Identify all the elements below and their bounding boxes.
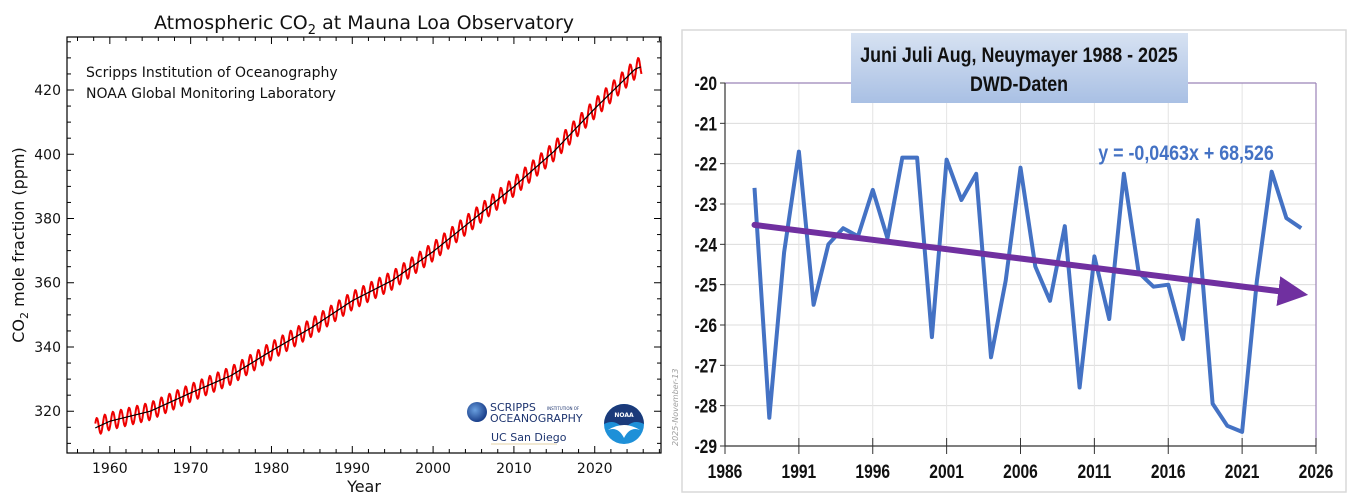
temp-gridlines: [725, 83, 1316, 446]
noaa-logo-text: NOAA: [614, 412, 634, 419]
y-tick-label: -25: [694, 274, 717, 296]
x-tick-label: 2006: [1003, 461, 1038, 483]
svg-text:SCRIPPS: SCRIPPS: [490, 401, 536, 414]
title-box: [851, 33, 1188, 103]
x-tick-label: 1986: [708, 461, 743, 483]
x-tick-label: 2001: [929, 461, 964, 483]
co2-chart-title: Atmospheric CO2 at Mauna Loa Observatory: [154, 12, 574, 38]
y-tick-label: -29: [694, 436, 717, 458]
svg-text:INSTITUTION OF: INSTITUTION OF: [547, 406, 580, 411]
y-tick-label: 420: [34, 83, 61, 99]
y-tick-label: 400: [34, 147, 61, 163]
y-tick-label: -23: [694, 194, 717, 216]
x-tick-label: 2026: [1299, 461, 1334, 483]
svg-text:UC San Diego: UC San Diego: [491, 431, 567, 444]
date-stamp: 2025-November-13: [671, 369, 680, 447]
y-tick-label: 360: [34, 276, 61, 292]
co2-tick-labels: 1960 1970 1980 1990 2000 2010 2020 320 340 360 380…: [34, 83, 612, 477]
x-tick-label: 2016: [1151, 461, 1186, 483]
x-tick-label: 2011: [1077, 461, 1111, 483]
co2-plot-frame: [66, 36, 662, 454]
temperature-chart: -20 -21 -22 -23 -24 -25 -26 -27 -28 -29 1986 1991 19…: [681, 29, 1347, 493]
co2-x-axis-label: Year: [346, 477, 381, 496]
temp-axis-ticks: [720, 82, 1317, 454]
co2-y-axis-label: CO2 mole fraction (ppm): [9, 147, 31, 343]
trend-equation: y = -0,0463x + 68,526: [1098, 142, 1274, 166]
x-tick-label: 1960: [92, 461, 128, 477]
x-tick-label: 2010: [496, 461, 532, 477]
temp-chart-subtitle: DWD-Daten: [970, 73, 1068, 97]
x-tick-label: 1996: [855, 461, 890, 483]
y-tick-label: -28: [694, 395, 717, 417]
co2-series: [94, 57, 643, 435]
y-tick-label: -22: [694, 153, 717, 175]
trend-arrow: [751, 221, 1309, 306]
y-tick-label: -27: [694, 355, 717, 377]
svg-text:OCEANOGRAPHY: OCEANOGRAPHY: [490, 412, 583, 425]
x-tick-label: 2021: [1225, 461, 1260, 483]
annotation-scripps: Scripps Institution of Oceanography: [86, 65, 338, 81]
y-tick-label: 340: [34, 340, 61, 356]
scripps-logo: SCRIPPS INSTITUTION OF OCEANOGRAPHY UC S…: [467, 401, 583, 445]
temp-tick-labels: -20 -21 -22 -23 -24 -25 -26 -27 -28 -29 1986 1991 19…: [694, 73, 1333, 483]
temperature-line: [752, 149, 1303, 434]
y-tick-label: -26: [694, 315, 717, 337]
y-tick-label: 320: [34, 404, 61, 420]
y-tick-label: -24: [694, 234, 717, 256]
x-tick-label: 2020: [577, 461, 613, 477]
scripps-globe-icon: [467, 402, 487, 422]
x-tick-label: 1990: [334, 461, 370, 477]
noaa-logo: NOAA: [604, 404, 644, 444]
x-tick-label: 1980: [254, 461, 290, 477]
co2-trend-line: [95, 66, 642, 429]
chart-card-border: [681, 29, 1347, 493]
x-tick-label: 2000: [415, 461, 451, 477]
annotation-noaa: NOAA Global Monitoring Laboratory: [86, 86, 336, 102]
co2-chart: Atmospheric CO2 at Mauna Loa Observatory…: [9, 12, 662, 496]
x-tick-label: 1970: [173, 461, 209, 477]
temp-series: [751, 149, 1309, 434]
co2-axis-ticks: [67, 37, 661, 453]
svg-text:2025-November-13: 2025-November-13: [671, 369, 680, 447]
y-tick-label: 380: [34, 211, 61, 227]
temp-chart-title: Juni Juli Aug, Neuymayer 1988 - 2025: [860, 44, 1178, 68]
y-tick-label: -21: [694, 113, 717, 135]
co2-monthly-line: [94, 57, 643, 435]
x-tick-label: 1991: [782, 461, 817, 483]
y-tick-label: -20: [694, 73, 717, 95]
